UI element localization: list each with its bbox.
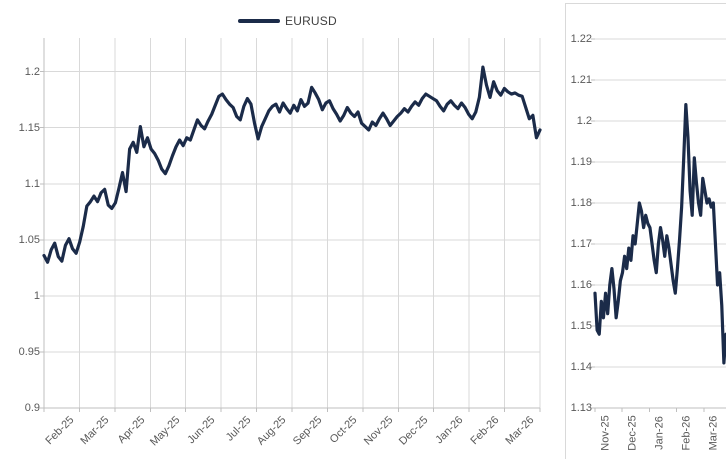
- x-axis-tick-label: Aug-25: [255, 414, 289, 448]
- y-axis-tick-label: 1.15: [18, 121, 40, 134]
- y-axis-tick-label: 1.16: [570, 278, 592, 291]
- y-axis-tick-label: 1.19: [570, 155, 592, 168]
- legend-line-swatch: [238, 19, 280, 23]
- x-axis-tick-label: Jan-26: [433, 414, 466, 447]
- y-axis-tick-label: 1.13: [570, 402, 592, 414]
- y-axis-tick-label: 1.05: [18, 233, 40, 246]
- y-axis-tick-label: 1.1: [24, 177, 40, 190]
- y-axis-tick-label: 1.21: [570, 73, 592, 86]
- x-axis-tick-label: Dec-25: [626, 415, 639, 451]
- eurusd-series-line: [42, 65, 542, 264]
- y-axis-tick-label: 1.18: [570, 196, 592, 209]
- x-axis-tick-label: Jul-25: [223, 414, 254, 444]
- legend: EURUSD: [238, 14, 337, 28]
- x-axis-tick-label: Apr-25: [115, 414, 148, 446]
- x-axis-tick-label: Dec-25: [396, 414, 431, 448]
- y-axis-tick-label: 1: [33, 289, 40, 302]
- y-axis-tick-label: 1.2: [576, 114, 592, 127]
- x-axis-tick-label: Mar-26: [503, 414, 537, 448]
- y-axis-tick-label: 1.15: [570, 319, 592, 332]
- y-axis-tick-label: 1.2: [24, 65, 40, 78]
- eurusd-recent-zoom-plot: [591, 38, 726, 412]
- recent-chart-frame-border: [565, 3, 726, 459]
- y-axis-tick-label: 0.9: [24, 402, 40, 414]
- eurusd-series-line: [593, 102, 726, 365]
- x-axis-tick-label: May-25: [148, 414, 183, 449]
- x-axis-tick-label: Feb-26: [468, 414, 502, 448]
- y-axis-tick-label: 1.14: [570, 360, 592, 373]
- x-axis-tick-label: Mar-26: [707, 415, 720, 451]
- x-axis-tick-label: Nov-25: [361, 414, 396, 448]
- x-axis-tick-label: Mar-25: [78, 414, 112, 448]
- eurusd-full-history-plot: [40, 38, 542, 412]
- y-axis-tick-label: 1.22: [570, 32, 592, 45]
- x-axis-tick-label: Jan-26: [653, 416, 666, 450]
- y-axis-tick-label: 0.95: [18, 345, 40, 358]
- x-axis-tick-label: Oct-25: [327, 414, 360, 446]
- x-axis-tick-label: Nov-25: [599, 415, 612, 451]
- x-axis-tick-label: Jun-25: [185, 414, 218, 447]
- legend-label: EURUSD: [285, 14, 337, 28]
- x-axis-tick-label: Sep-25: [290, 414, 325, 448]
- x-axis-tick-label: Feb-25: [43, 414, 77, 448]
- y-axis-tick-label: 1.17: [570, 237, 592, 250]
- x-axis-tick-label: Feb-26: [680, 415, 693, 451]
